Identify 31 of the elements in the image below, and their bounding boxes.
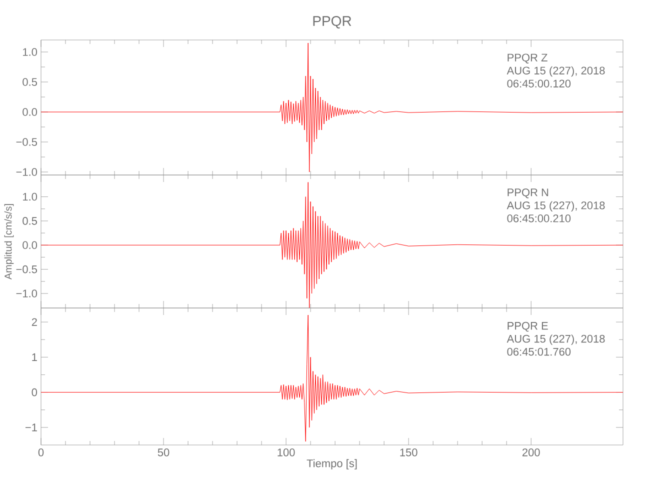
annotation: 06:45:00.120 [507, 80, 571, 88]
y-tick-label: 0.5 [22, 78, 38, 86]
x-axis-title: Tiempo [s] [306, 459, 357, 470]
annotation: PPQR E [508, 322, 548, 332]
y-tick-label: −0.5 [16, 138, 38, 146]
y-tick-label: 0.0 [22, 241, 38, 250]
y-tick-label: 0 [32, 388, 38, 396]
x-tick-label: 0 [38, 448, 44, 456]
y-tick-label: −0.5 [16, 265, 38, 274]
y-tick-label: 1.0 [23, 192, 38, 201]
annotation: PPQR N [508, 188, 548, 198]
y-tick-label: −1.0 [16, 168, 38, 176]
x-tick-label: 150 [400, 448, 418, 456]
annotation: AUG 15 (227), 2018 [506, 66, 605, 77]
x-tick-label: 200 [522, 448, 540, 456]
y-tick-label: 2 [32, 318, 37, 326]
x-tick-label: 100 [278, 448, 295, 456]
chart-title: PPQR [313, 16, 352, 28]
y-tick-label: −1.0 [16, 290, 38, 298]
y-tick-label: 1.0 [23, 48, 38, 56]
y-tick-label: −1 [25, 424, 37, 432]
y-axis-title: Amplitud [cm/s/s] [4, 204, 14, 280]
y-tick-label: 0.0 [22, 108, 38, 116]
annotation: AUG 15 (227), 2018 [506, 334, 605, 345]
y-tick-label: 1 [32, 353, 37, 361]
x-tick-label: 50 [158, 448, 170, 456]
annotation: PPQR Z [508, 54, 548, 64]
annotation: AUG 15 (227), 2018 [506, 201, 605, 212]
annotation: 06:45:01.760 [507, 348, 571, 356]
annotation: 06:45:00.210 [507, 214, 571, 222]
y-tick-label: 0.5 [22, 217, 38, 225]
